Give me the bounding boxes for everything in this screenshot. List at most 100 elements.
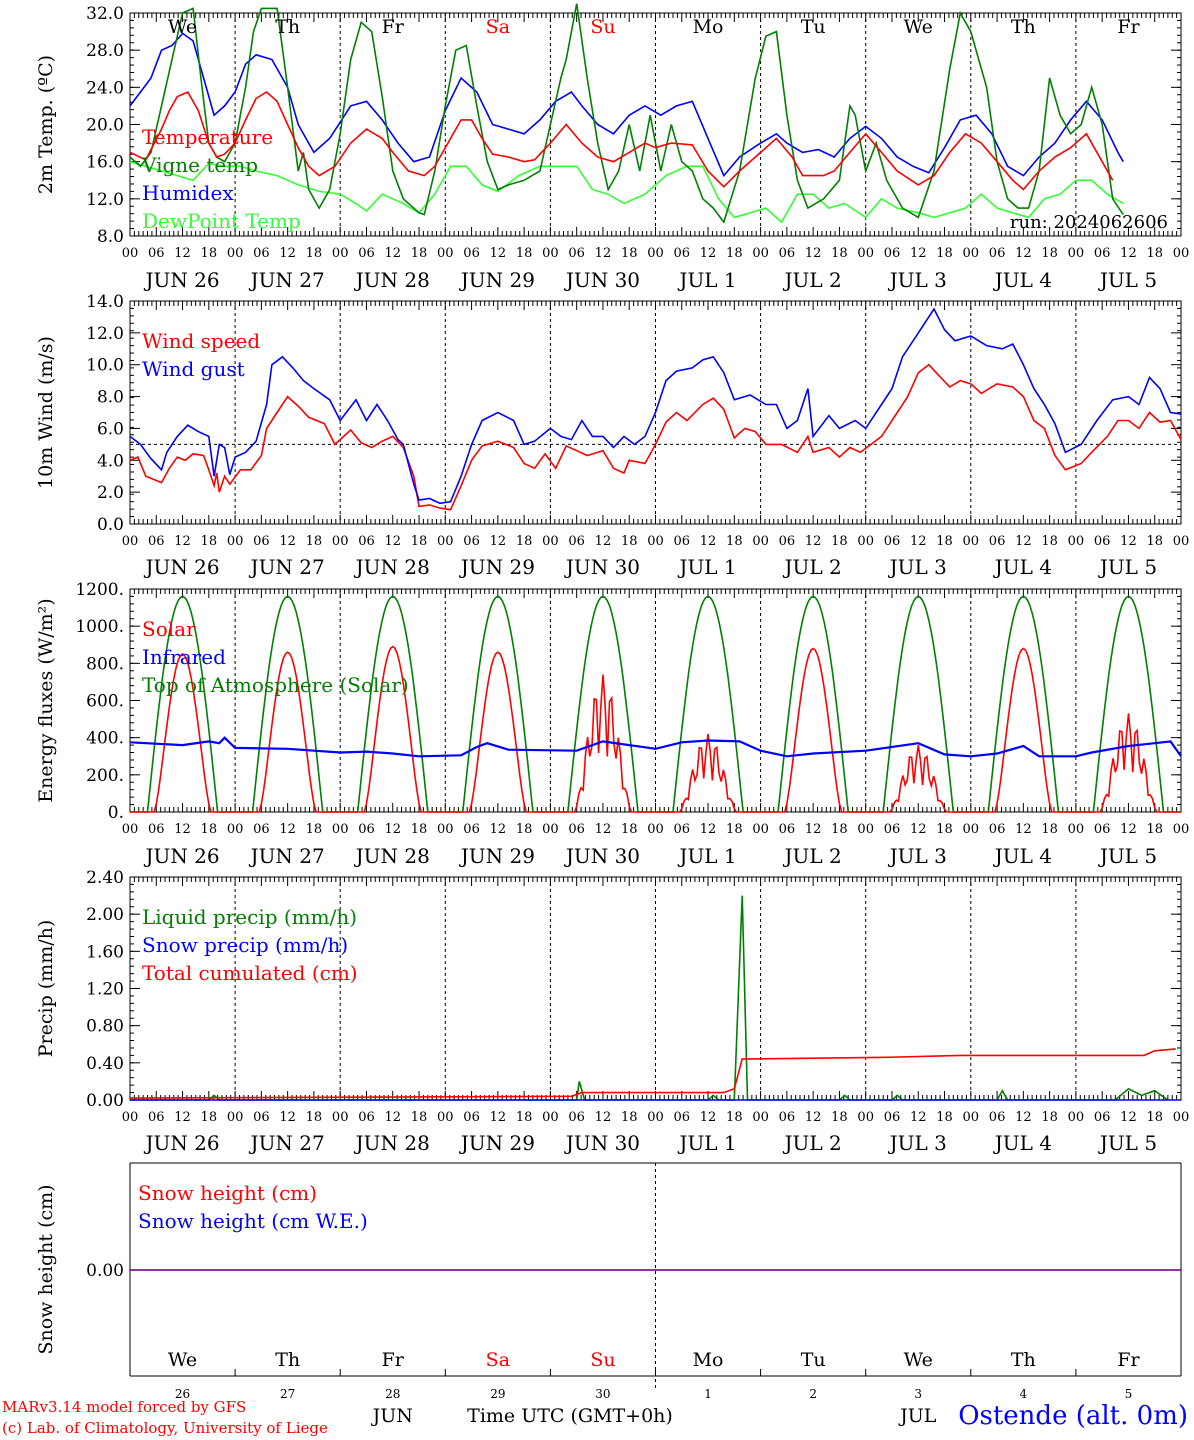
y-tick-label: 12.0 bbox=[86, 190, 124, 210]
y-tick-label: 2.0 bbox=[97, 483, 124, 503]
weekday-label: Th bbox=[275, 1349, 300, 1371]
date-label: JUN 27 bbox=[249, 268, 325, 292]
hour-tick-label: 00 bbox=[647, 1110, 664, 1125]
hour-tick-label: 06 bbox=[148, 246, 165, 261]
hour-tick-label: 18 bbox=[411, 534, 428, 549]
hour-tick-label: 18 bbox=[936, 1110, 953, 1125]
hour-tick-label: 18 bbox=[936, 822, 953, 837]
hour-tick-label: 18 bbox=[411, 822, 428, 837]
hour-tick-label: 18 bbox=[201, 1110, 218, 1125]
hour-tick-label: 18 bbox=[411, 1110, 428, 1125]
hour-tick-label: 00 bbox=[1173, 246, 1190, 261]
hour-tick-label: 12 bbox=[384, 534, 401, 549]
series-line-solar bbox=[130, 645, 1181, 813]
hour-tick-label: 18 bbox=[1041, 534, 1058, 549]
hour-tick-label: 00 bbox=[1068, 246, 1085, 261]
hour-tick-label: 00 bbox=[752, 1110, 769, 1125]
hour-tick-label: 18 bbox=[516, 534, 533, 549]
hour-tick-label: 18 bbox=[201, 822, 218, 837]
hour-tick-label: 12 bbox=[174, 246, 191, 261]
hour-tick-label: 06 bbox=[1094, 822, 1111, 837]
hour-tick-label: 06 bbox=[568, 822, 585, 837]
legend-infrared: Infrared bbox=[142, 645, 226, 669]
hour-tick-label: 18 bbox=[1146, 1110, 1163, 1125]
hour-tick-label: 06 bbox=[779, 1110, 796, 1125]
legend-snow-precip-mm-h-: Snow precip (mm/h) bbox=[142, 933, 348, 957]
hour-tick-label: 00 bbox=[647, 246, 664, 261]
day-number: 1 bbox=[704, 1387, 712, 1401]
legend-solar: Solar bbox=[142, 617, 196, 641]
series-line-infrared bbox=[129, 736, 1182, 758]
hour-tick-label: 12 bbox=[700, 1110, 717, 1125]
hour-tick-label: 12 bbox=[174, 1110, 191, 1125]
date-label: JUL 3 bbox=[888, 844, 947, 868]
hour-tick-label: 18 bbox=[306, 822, 323, 837]
date-label: JUL 4 bbox=[993, 844, 1052, 868]
legend-dewpoint-temp: DewPoint Temp bbox=[142, 209, 301, 233]
hour-tick-label: 00 bbox=[332, 246, 349, 261]
date-label: JUL 4 bbox=[993, 268, 1052, 292]
date-label: JUN 28 bbox=[354, 555, 430, 579]
y-tick-label: 0. bbox=[108, 803, 124, 823]
hour-tick-label: 06 bbox=[463, 1110, 480, 1125]
date-label: JUL 5 bbox=[1098, 268, 1157, 292]
hour-tick-label: 00 bbox=[963, 246, 980, 261]
date-label: JUN 28 bbox=[354, 268, 430, 292]
hour-tick-label: 00 bbox=[1068, 534, 1085, 549]
series-line-total-cumulated-cm- bbox=[129, 1048, 1176, 1099]
hour-tick-label: 00 bbox=[227, 1110, 244, 1125]
hour-tick-label: 12 bbox=[490, 1110, 507, 1125]
hour-tick-label: 18 bbox=[936, 534, 953, 549]
series-line-temperature bbox=[129, 90, 1114, 191]
hour-tick-label: 12 bbox=[1120, 1110, 1137, 1125]
hour-tick-label: 00 bbox=[963, 1110, 980, 1125]
hour-tick-label: 00 bbox=[227, 246, 244, 261]
hour-tick-label: 18 bbox=[306, 246, 323, 261]
hour-tick-label: 06 bbox=[568, 1110, 585, 1125]
hour-tick-label: 12 bbox=[1015, 822, 1032, 837]
legend-humidex: Humidex bbox=[142, 181, 234, 205]
hour-tick-label: 00 bbox=[1173, 822, 1190, 837]
y-tick-label: 0.40 bbox=[86, 1054, 124, 1074]
hour-tick-label: 12 bbox=[1015, 534, 1032, 549]
hour-tick-label: 00 bbox=[857, 534, 874, 549]
hour-tick-label: 06 bbox=[358, 534, 375, 549]
hour-tick-label: 12 bbox=[1015, 246, 1032, 261]
hour-tick-label: 00 bbox=[542, 1110, 559, 1125]
hour-tick-label: 06 bbox=[989, 1110, 1006, 1125]
date-label: JUL 5 bbox=[1098, 1131, 1157, 1155]
hour-tick-label: 06 bbox=[674, 1110, 691, 1125]
hour-tick-label: 18 bbox=[726, 822, 743, 837]
hour-tick-label: 12 bbox=[910, 246, 927, 261]
date-label: JUN 26 bbox=[143, 1131, 219, 1155]
hour-tick-label: 18 bbox=[831, 246, 848, 261]
hour-tick-label: 00 bbox=[647, 822, 664, 837]
weekday-label: Tu bbox=[801, 16, 826, 38]
hour-tick-label: 00 bbox=[122, 1110, 139, 1125]
hour-tick-label: 12 bbox=[595, 1110, 612, 1125]
hour-tick-label: 00 bbox=[752, 246, 769, 261]
hour-tick-label: 06 bbox=[148, 1110, 165, 1125]
weekday-label: Su bbox=[590, 16, 615, 38]
hour-tick-label: 00 bbox=[437, 534, 454, 549]
hour-tick-label: 06 bbox=[674, 822, 691, 837]
date-label: JUL 1 bbox=[677, 844, 736, 868]
hour-tick-label: 06 bbox=[463, 246, 480, 261]
hour-tick-label: 06 bbox=[674, 246, 691, 261]
hour-tick-label: 12 bbox=[595, 534, 612, 549]
y-tick-label: 1.60 bbox=[86, 942, 124, 962]
station-title: Ostende (alt. 0m) bbox=[958, 1401, 1188, 1431]
hour-tick-label: 00 bbox=[437, 1110, 454, 1125]
hour-tick-label: 00 bbox=[332, 534, 349, 549]
hour-tick-label: 06 bbox=[884, 534, 901, 549]
hour-tick-label: 18 bbox=[306, 1110, 323, 1125]
day-number: 2 bbox=[809, 1387, 817, 1401]
hour-tick-label: 12 bbox=[805, 1110, 822, 1125]
hour-tick-label: 12 bbox=[490, 822, 507, 837]
day-number: 26 bbox=[175, 1387, 190, 1401]
hour-tick-label: 06 bbox=[148, 822, 165, 837]
date-label: JUL 3 bbox=[888, 1131, 947, 1155]
date-label: JUN 30 bbox=[564, 555, 640, 579]
y-tick-label: 600. bbox=[86, 692, 124, 712]
